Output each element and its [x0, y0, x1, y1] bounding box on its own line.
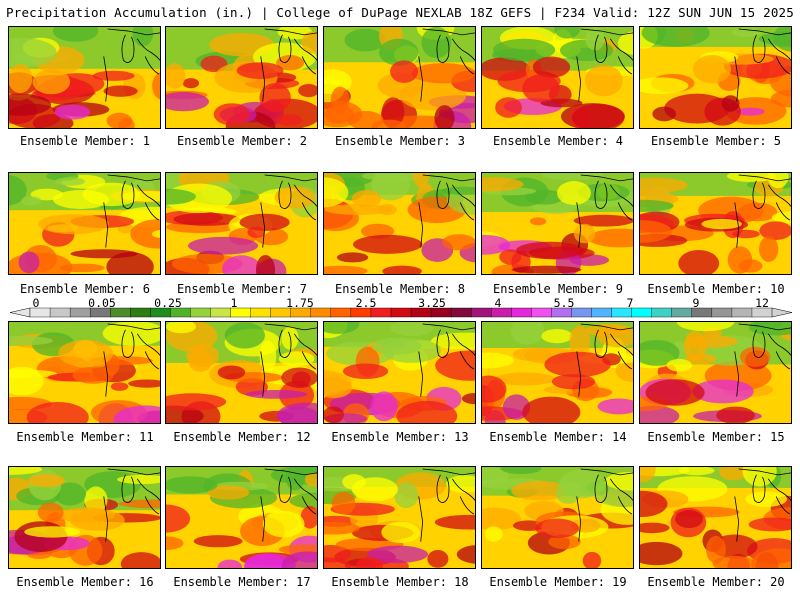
valid-time: 18Z GEFS | F234 Valid: 12Z SUN JUN 15 20… — [469, 5, 794, 20]
colorbar-swatch — [651, 307, 673, 318]
colorbar-swatch — [190, 307, 211, 318]
member-label: Ensemble Member: 11 — [16, 430, 154, 444]
member-label: Ensemble Member: 8 — [334, 282, 466, 296]
map-panel-member-19[interactable] — [481, 466, 634, 569]
colorbar-tick-label: 1 — [230, 296, 238, 310]
map-panel-member-17[interactable] — [165, 466, 318, 569]
colorbar-swatch — [591, 307, 613, 318]
map-panel-member-6[interactable] — [8, 172, 161, 275]
colorbar-swatch — [531, 307, 552, 318]
colorbar-swatch — [671, 307, 693, 318]
member-label: Ensemble Member: 17 — [173, 575, 311, 589]
map-panel-member-14[interactable] — [481, 321, 634, 424]
colorbar-swatch — [711, 307, 733, 318]
colorbar-tick-label: 5.5 — [553, 296, 575, 310]
member-label: Ensemble Member: 10 — [647, 282, 785, 296]
member-label: Ensemble Member: 20 — [647, 575, 785, 589]
colorbar-tick-label: 4 — [494, 296, 502, 310]
colorbar-swatch — [631, 307, 653, 318]
colorbar-swatch — [130, 307, 151, 318]
member-label: Ensemble Member: 9 — [492, 282, 624, 296]
member-label: Ensemble Member: 5 — [650, 134, 782, 148]
member-label: Ensemble Member: 1 — [19, 134, 151, 148]
member-label: Ensemble Member: 12 — [173, 430, 311, 444]
member-label: Ensemble Member: 13 — [331, 430, 469, 444]
map-panel-member-10[interactable] — [639, 172, 792, 275]
colorbar-max-arrow — [771, 307, 793, 318]
member-label: Ensemble Member: 7 — [176, 282, 308, 296]
colorbar-swatch — [210, 307, 232, 318]
colorbar-tick-label: 2.5 — [355, 296, 377, 310]
colorbar-swatch — [450, 307, 472, 318]
page-title: Precipitation Accumulation (in.) | Colle… — [6, 5, 462, 20]
map-panel-member-4[interactable] — [481, 26, 634, 129]
member-label: Ensemble Member: 15 — [647, 430, 785, 444]
member-label: Ensemble Member: 16 — [16, 575, 154, 589]
map-panel-member-20[interactable] — [639, 466, 792, 569]
colorbar-swatch — [250, 307, 272, 318]
member-label: Ensemble Member: 6 — [19, 282, 151, 296]
map-panel-member-2[interactable] — [165, 26, 318, 129]
colorbar-swatch — [731, 307, 753, 318]
member-label: Ensemble Member: 4 — [492, 134, 624, 148]
map-panel-member-3[interactable] — [323, 26, 476, 129]
colorbar-tick-label: 3.25 — [418, 296, 446, 310]
colorbar-tick-label: 0.25 — [154, 296, 182, 310]
map-panel-member-15[interactable] — [639, 321, 792, 424]
colorbar-swatch — [571, 307, 593, 318]
map-panel-member-13[interactable] — [323, 321, 476, 424]
colorbar-swatch — [330, 307, 352, 318]
map-panel-member-9[interactable] — [481, 172, 634, 275]
map-panel-member-12[interactable] — [165, 321, 318, 424]
colorbar-tick-label: 12 — [755, 296, 769, 310]
colorbar-tick-label: 0 — [32, 296, 40, 310]
member-label: Ensemble Member: 19 — [489, 575, 627, 589]
colorbar-tick-label: 0.05 — [88, 296, 116, 310]
colorbar-swatch — [511, 307, 532, 318]
member-label: Ensemble Member: 3 — [334, 134, 466, 148]
colorbar-tick-label: 1.75 — [286, 296, 314, 310]
map-panel-member-8[interactable] — [323, 172, 476, 275]
colorbar-legend — [9, 307, 793, 318]
colorbar-swatch — [470, 307, 492, 318]
colorbar-swatch — [49, 307, 71, 318]
member-label: Ensemble Member: 18 — [331, 575, 469, 589]
colorbar-tick-label: 9 — [692, 296, 700, 310]
member-label: Ensemble Member: 2 — [176, 134, 308, 148]
map-panel-member-5[interactable] — [639, 26, 792, 129]
colorbar-tick-label: 7 — [626, 296, 634, 310]
colorbar-swatch — [390, 307, 412, 318]
map-panel-member-7[interactable] — [165, 172, 318, 275]
map-panel-member-18[interactable] — [323, 466, 476, 569]
colorbar-min-arrow — [9, 307, 31, 318]
member-label: Ensemble Member: 14 — [489, 430, 627, 444]
map-panel-member-16[interactable] — [8, 466, 161, 569]
map-panel-member-1[interactable] — [8, 26, 161, 129]
map-panel-member-11[interactable] — [8, 321, 161, 424]
